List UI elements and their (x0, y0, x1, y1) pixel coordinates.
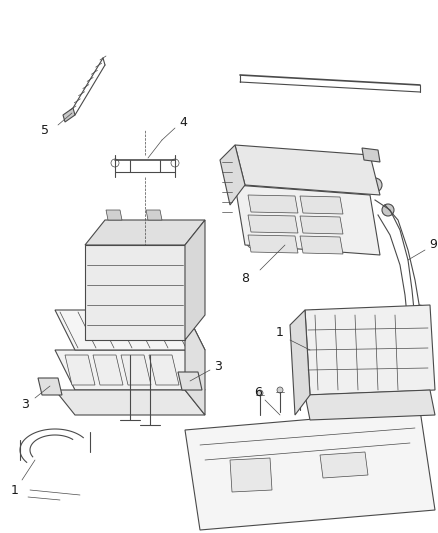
Text: 8: 8 (241, 271, 249, 285)
Polygon shape (93, 355, 123, 385)
Text: 6: 6 (254, 386, 262, 400)
Text: 9: 9 (429, 238, 437, 252)
Polygon shape (362, 148, 380, 162)
Circle shape (358, 161, 362, 165)
Circle shape (311, 313, 315, 317)
Polygon shape (185, 220, 205, 340)
Circle shape (308, 310, 318, 320)
Polygon shape (290, 310, 310, 415)
Polygon shape (121, 355, 151, 385)
Circle shape (150, 211, 158, 219)
Polygon shape (85, 220, 205, 245)
Text: 3: 3 (214, 359, 222, 373)
Circle shape (308, 385, 318, 395)
Polygon shape (185, 410, 435, 530)
Circle shape (415, 380, 425, 390)
Polygon shape (300, 236, 343, 254)
Circle shape (366, 151, 376, 161)
Polygon shape (85, 245, 185, 340)
Polygon shape (63, 108, 75, 122)
Circle shape (355, 158, 365, 168)
Circle shape (418, 383, 422, 387)
Polygon shape (248, 195, 298, 213)
Circle shape (250, 241, 254, 245)
Circle shape (311, 388, 315, 392)
Polygon shape (55, 350, 205, 390)
Polygon shape (178, 372, 202, 390)
Polygon shape (38, 378, 62, 395)
Circle shape (308, 158, 312, 162)
Circle shape (418, 308, 422, 312)
Polygon shape (235, 185, 380, 255)
Circle shape (43, 379, 57, 393)
Circle shape (382, 204, 394, 216)
Polygon shape (55, 390, 205, 415)
Polygon shape (248, 235, 298, 253)
Polygon shape (149, 355, 179, 385)
Polygon shape (300, 196, 343, 214)
Circle shape (355, 242, 365, 252)
Circle shape (187, 378, 193, 384)
Circle shape (368, 178, 382, 192)
Circle shape (111, 159, 119, 167)
Text: 1: 1 (276, 327, 284, 340)
Polygon shape (320, 452, 368, 478)
Polygon shape (300, 216, 343, 234)
Polygon shape (235, 145, 380, 195)
Polygon shape (305, 390, 435, 420)
Text: 3: 3 (21, 399, 29, 411)
Circle shape (247, 155, 257, 165)
Polygon shape (65, 355, 95, 385)
Circle shape (110, 211, 118, 219)
Circle shape (247, 238, 257, 248)
Polygon shape (220, 145, 245, 205)
Text: 5: 5 (41, 124, 49, 136)
Text: 4: 4 (179, 117, 187, 130)
Ellipse shape (270, 480, 310, 500)
Circle shape (415, 305, 425, 315)
Polygon shape (55, 310, 205, 350)
Polygon shape (305, 305, 435, 395)
Circle shape (277, 387, 283, 393)
Polygon shape (146, 210, 162, 220)
Circle shape (297, 385, 303, 391)
Polygon shape (185, 310, 205, 415)
Circle shape (171, 159, 179, 167)
Polygon shape (248, 215, 298, 233)
Circle shape (183, 374, 197, 388)
Polygon shape (106, 210, 122, 220)
Text: 1: 1 (11, 483, 19, 497)
Circle shape (250, 158, 254, 162)
Circle shape (358, 245, 362, 249)
Circle shape (47, 383, 53, 389)
Polygon shape (230, 458, 272, 492)
Circle shape (257, 390, 263, 396)
Circle shape (305, 155, 315, 165)
